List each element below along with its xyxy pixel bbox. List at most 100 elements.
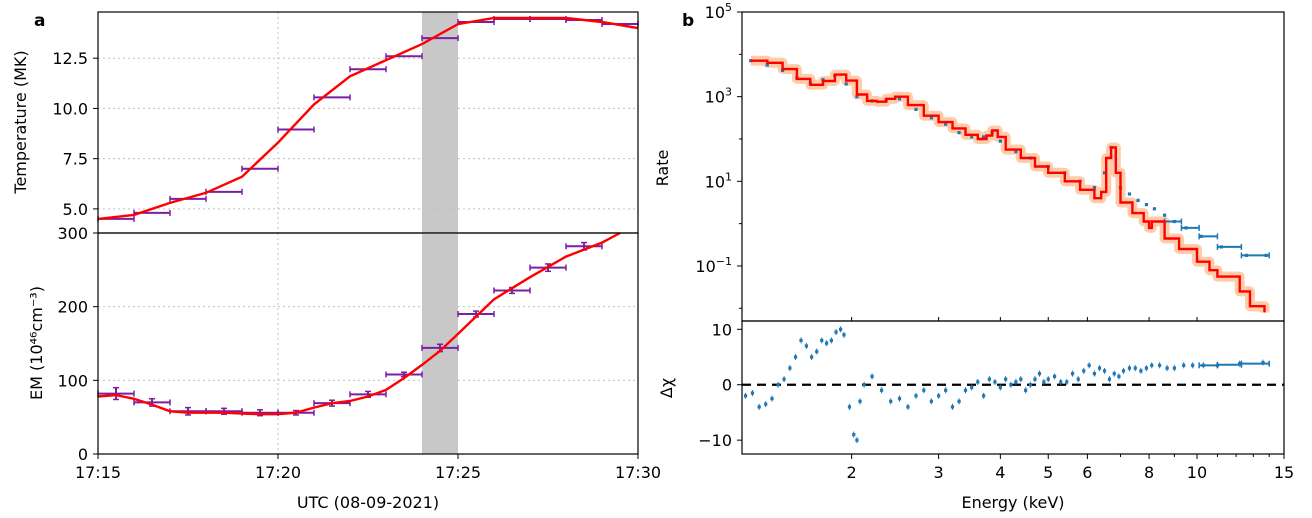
residual-point: [1172, 365, 1176, 372]
xlabel-time: UTC (08-09-2021): [297, 493, 439, 512]
rate-binned-point: [1180, 224, 1200, 231]
residual-point: [1059, 378, 1063, 385]
ylabel-em: EM (10⁴⁶cm⁻³): [27, 286, 46, 400]
ylabel-temperature: Temperature (MK): [11, 50, 30, 194]
ytick-label: 100: [57, 371, 88, 390]
grid-temperature: [98, 12, 638, 233]
xtick-label: 15: [1274, 463, 1294, 482]
residual-point: [1139, 367, 1143, 374]
residual-point: [1065, 378, 1069, 385]
temperature-point: [277, 126, 315, 133]
residual-point: [1121, 367, 1126, 374]
ytick-label: 0: [722, 376, 732, 395]
temperature-point: [385, 53, 423, 60]
residual-binned-point: [1240, 360, 1270, 367]
residual-point: [897, 395, 902, 402]
residual-point: [1037, 370, 1042, 377]
residual-point: [1182, 362, 1186, 369]
rate-data-point: [982, 135, 986, 139]
rate-data-point: [765, 63, 769, 67]
residual-point: [1024, 387, 1028, 394]
em-point: [457, 310, 495, 318]
rate-data-point: [929, 116, 933, 120]
axes-frame-residuals: [741, 320, 1285, 455]
residual-point: [793, 354, 798, 361]
residual-point: [1097, 365, 1102, 372]
residual-point: [993, 378, 997, 385]
residual-point: [858, 398, 862, 405]
rate-data-point: [1014, 150, 1018, 154]
rate-data-point: [821, 78, 825, 82]
rate-data-point: [844, 82, 848, 86]
residual-point: [1052, 373, 1057, 380]
ytick-label: 0: [78, 445, 88, 464]
residual-point: [743, 392, 748, 399]
xtick-label: 17:30: [615, 463, 661, 482]
residual-point: [998, 384, 1002, 391]
xtick-label: 4: [995, 463, 1005, 482]
residual-point: [750, 390, 755, 397]
temperature-point: [421, 35, 459, 42]
yticks-rate: 10−1 101 103 105: [695, 1, 742, 309]
residual-point: [922, 387, 926, 394]
ytick-label: 300: [57, 224, 88, 243]
model-uncertainty-band: [750, 55, 1270, 313]
temperature-point: [313, 94, 351, 101]
residual-point: [1028, 381, 1032, 388]
residual-point: [1191, 362, 1195, 369]
residual-point: [982, 392, 986, 399]
residual-point: [1092, 370, 1097, 377]
rate-data-point: [1144, 202, 1149, 207]
panel-b-residuals: −10 0 10 2 3 4 5 6 8 10 15 Δχ Energy (keV): [657, 320, 1294, 512]
panel-b-spectrum: 10−1 101 103 105 b Rate: [653, 1, 1285, 322]
rate-data-point: [1092, 186, 1097, 190]
ytick-label: −10: [698, 431, 732, 450]
residual-point: [963, 387, 968, 394]
xticks-energy: 2 3 4 5 6 8 10 15: [847, 454, 1294, 482]
residual-point: [1046, 376, 1050, 383]
xtick-label: 17:25: [435, 463, 481, 482]
ytick-label: 10: [712, 320, 732, 339]
ytick-label: 10−1: [695, 255, 732, 276]
residual-point: [852, 431, 856, 438]
residual-point: [804, 342, 808, 349]
xtick-label: 17:15: [75, 463, 121, 482]
rate-data-point: [998, 139, 1002, 143]
xtick-label: 8: [1144, 463, 1154, 482]
ytick-label: 12.5: [52, 49, 88, 68]
residual-point: [770, 395, 774, 402]
residual-point: [914, 392, 918, 399]
rate-data-point: [1163, 213, 1167, 217]
yticks-em: 0 100 200 300: [57, 224, 98, 464]
residual-point: [1082, 367, 1086, 374]
em-point: [385, 371, 423, 378]
residual-point: [1165, 365, 1169, 372]
grid-em: [98, 233, 638, 454]
residual-point: [937, 392, 941, 399]
residual-point: [880, 387, 884, 394]
residual-point: [847, 403, 852, 410]
ytick-label: 105: [705, 1, 732, 22]
residual-point: [825, 340, 829, 347]
residual-point: [1150, 362, 1154, 369]
residual-point: [1144, 365, 1149, 372]
ytick-label: 200: [57, 298, 88, 317]
ytick-label: 7.5: [63, 150, 88, 169]
residual-point: [987, 376, 991, 383]
residual-point: [1070, 370, 1075, 377]
rate-data-point: [1102, 171, 1107, 175]
points-em: [97, 241, 603, 417]
data-points-rate: [749, 59, 1270, 259]
model-curve-em: [97, 231, 621, 416]
residual-point: [976, 378, 980, 385]
em-point: [97, 386, 135, 401]
residual-point: [782, 376, 786, 383]
residual-point: [929, 398, 933, 405]
rate-data-point: [970, 135, 974, 139]
residual-point: [788, 365, 792, 372]
residual-point: [1087, 362, 1091, 369]
residual-point: [1112, 370, 1116, 377]
residual-point: [1076, 376, 1080, 383]
xtick-label: 6: [1082, 463, 1092, 482]
panel-a-emission-measure: 0 100 200 300 17:15 17:20 17:25 17:30 EM (10⁴⁶…: [27, 224, 661, 512]
